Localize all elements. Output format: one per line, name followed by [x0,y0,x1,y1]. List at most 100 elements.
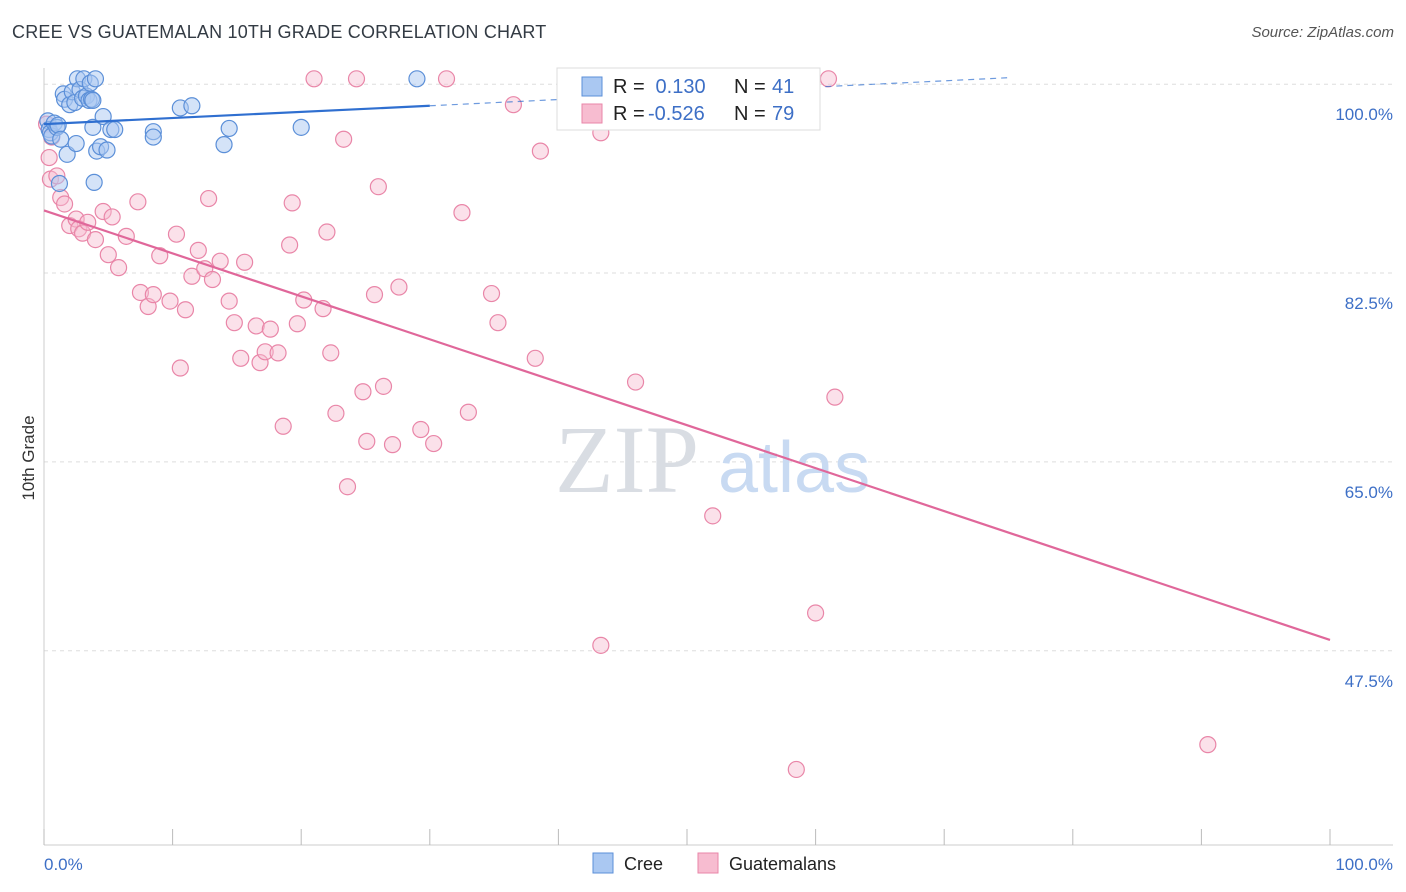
y-tick-label-0: 47.5% [1345,672,1393,691]
guatemalan-point [437,70,456,88]
guatemalan-point [86,230,105,249]
guatemalan-point [327,404,345,422]
guatemalan-point [354,383,372,401]
guatemalan-point [806,604,825,622]
guatemalan-point [826,388,844,406]
guatemalan-points [37,70,1217,779]
bottom-legend: Cree Guatemalans [592,852,836,874]
legend-guat-label: Guatemalans [729,854,836,874]
guatemalan-point [203,270,222,289]
stats-legend-guat-swatch [581,103,603,124]
stats-legend-r-value-guat: -0.526 [648,103,705,125]
cree-point [84,118,102,136]
guatemalan-point [347,70,366,88]
guatemalan-point [374,377,393,395]
stats-legend: R = 0.130 N = 41 R = -0.526 N = 79 [556,67,821,131]
guatemalan-point [787,760,805,779]
guatemalan-point [335,130,353,148]
guatemalan-point [318,223,336,241]
cree-point [85,173,103,191]
y-axis-label: 10th Grade [19,415,38,500]
guatemalan-point [269,344,287,362]
watermark-zip: ZIP [555,406,699,513]
x-tick-labels: 0.0% 100.0% [44,855,1393,874]
x-tick-label-0: 0.0% [44,855,83,874]
chart-title: CREE VS GUATEMALAN 10TH GRADE CORRELATIO… [12,22,547,42]
cree-point [106,120,124,139]
guatemalan-point [225,314,243,332]
guatemalan-point [626,373,645,391]
guatemalan-point [129,193,147,211]
guatemalan-point [338,478,357,496]
stats-legend-cree-swatch [581,76,603,97]
guatemalan-point [176,301,195,319]
x-tick-label-1: 100.0% [1335,855,1393,874]
guatemalan-point [171,359,189,377]
axes [43,68,1393,846]
cree-point [86,70,105,88]
cree-point [49,116,67,134]
cree-point [50,174,69,193]
legend-cree-swatch [592,852,614,874]
guatemalan-point [55,195,74,213]
guatemalan-point [459,403,477,421]
guatemalan-point [261,320,279,338]
guatemalan-point [256,343,274,361]
watermark-atlas: atlas [718,428,870,508]
chart-source: Source: ZipAtlas.com [1251,24,1394,41]
guatemalan-point [236,253,254,271]
guatemalan-point [526,349,544,367]
stats-legend-n-value-cree: 41 [772,76,794,98]
cree-point [84,91,102,109]
guatemalan-point [189,241,207,259]
cree-point [98,141,116,159]
guatemalan-point [131,283,150,302]
cree-point [220,119,238,138]
guatemalan-point [281,236,299,254]
guatemalan-point [1199,736,1217,754]
guatemalan-point [232,349,250,367]
guatemalan-point [247,317,265,335]
cree-point [408,70,426,88]
guatemalan-point [453,204,471,222]
cree-point [144,128,162,146]
guatemalan-point [482,284,501,303]
stats-legend-n-label-cree: N = [734,76,766,98]
guatemalan-point [167,225,186,243]
guatemalan-point [109,259,128,277]
stats-legend-r-label-cree: R = [613,76,645,98]
guatemalan-point [365,286,384,304]
guatemalan-point [358,432,376,450]
guatemalan-point [369,178,387,196]
guatemalan-point [288,315,306,333]
legend-guat-swatch [697,852,719,874]
guatemalan-point [305,70,323,88]
guatemalan-point [103,208,121,226]
cree-point [215,136,233,154]
stats-legend-r-label-guat: R = [613,103,645,125]
guatemalan-point [251,354,269,372]
guatemalan-point [183,267,201,285]
guatemalan-point [489,314,507,332]
guatemalan-point [144,286,162,304]
cree-trend-line [43,104,430,126]
guatemalan-point [425,434,443,453]
y-tick-label-2: 82.5% [1345,294,1393,313]
guatemalan-point [61,216,79,235]
guatemalan-point [94,202,112,221]
guatemalan-point [283,194,301,212]
guatemalan-point [704,507,722,525]
guatemalan-point [592,636,610,654]
guatemalan-trend-line [43,209,1331,642]
stats-legend-n-value-guat: 79 [772,103,794,125]
cree-point [183,97,201,115]
guatemalan-point [200,189,218,208]
guatemalan-point [531,142,549,160]
stats-legend-r-value-cree: 0.130 [650,76,706,98]
guatemalan-point [274,417,292,435]
cree-point [292,118,310,136]
guatemalan-point [504,96,522,114]
guatemalan-point [40,148,58,167]
legend-cree-label: Cree [624,854,663,874]
